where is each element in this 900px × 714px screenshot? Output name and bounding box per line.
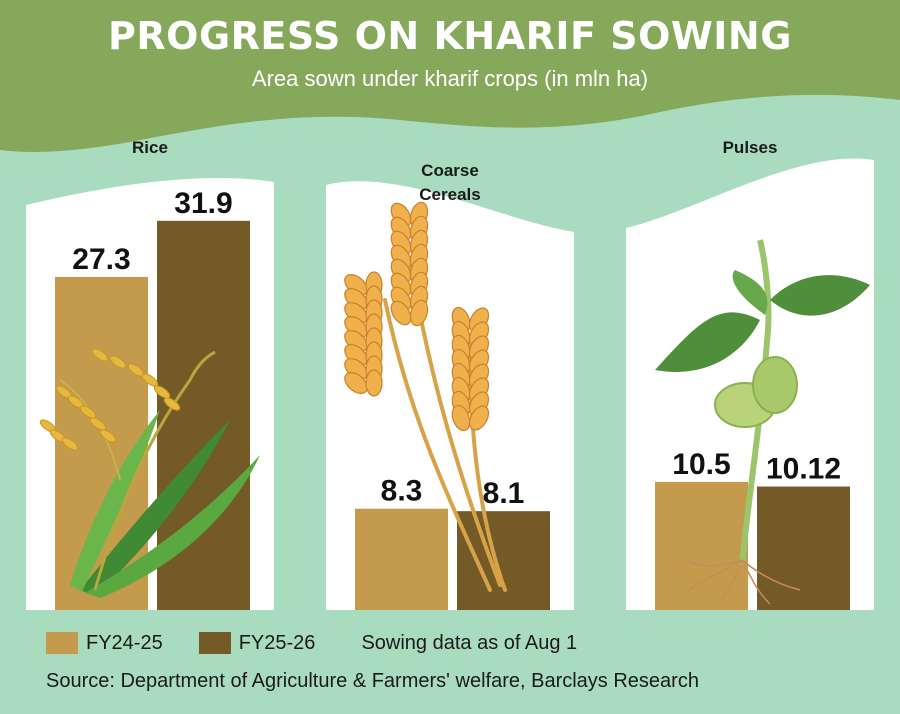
rice-grain <box>99 429 117 443</box>
bar-pulses-fy25-26 <box>757 486 850 610</box>
value-label-rice-fy24-25: 27.3 <box>72 243 130 276</box>
value-label-coarse-cereals-fy24-25: 8.3 <box>381 475 423 508</box>
wheat-kernel <box>344 372 368 394</box>
seedling-leaf <box>655 312 760 372</box>
source-note: Source: Department of Agriculture & Farm… <box>46 670 699 692</box>
bar-pulses-fy24-25 <box>655 481 748 610</box>
wheat-kernel <box>451 404 471 432</box>
wheat-stem <box>383 298 492 592</box>
value-label-pulses-fy24-25: 10.5 <box>672 448 730 481</box>
data-date-note: Sowing data as of Aug 1 <box>361 631 578 654</box>
seedling-root <box>741 559 771 605</box>
wheat-icon <box>344 201 507 592</box>
wheat-kernel <box>409 299 429 327</box>
seedling-root <box>684 559 743 567</box>
rice-leaf <box>70 410 160 592</box>
title-banner <box>0 0 900 152</box>
panel-title-pulses: Pulses <box>723 138 778 157</box>
seedling-leaf <box>770 275 870 316</box>
rice-grain <box>109 355 127 369</box>
rice-plant-icon <box>39 348 260 598</box>
seedling-leaf <box>732 270 768 315</box>
panel-title-coarse-cereals-line-1: Coarse <box>421 161 479 180</box>
seedling-cotyledon <box>752 356 798 414</box>
legend-label-fy24-25: FY24-25 <box>86 631 163 654</box>
rice-leaf <box>80 420 230 596</box>
wheat-kernel <box>468 405 490 431</box>
rice-leaf <box>85 455 260 598</box>
panel-background-coarse-cereals <box>326 181 574 610</box>
rice-grain <box>79 405 97 419</box>
rice-stem <box>93 350 216 591</box>
legend-swatch-fy24-25 <box>46 632 78 654</box>
legend: FY24-25 FY25-26 Sowing data as of Aug 1 <box>46 628 577 658</box>
panel-title-coarse-cereals-line-2: Cereals <box>419 185 480 204</box>
wheat-kernel <box>390 300 412 326</box>
value-label-coarse-cereals-fy25-26: 8.1 <box>483 477 525 510</box>
legend-swatch-fy25-26 <box>198 632 231 654</box>
rice-grain <box>91 348 109 362</box>
seedling-root <box>689 559 743 591</box>
seedling-icon <box>655 239 870 605</box>
legend-label-fy25-26: FY25-26 <box>238 631 316 654</box>
seedling-root <box>721 559 743 601</box>
rice-grain <box>153 385 171 399</box>
chart-title: PROGRESS ON KHARIF SOWING <box>108 14 792 58</box>
chart-subtitle: Area sown under kharif crops (in mln ha) <box>251 66 649 91</box>
rice-grain <box>163 397 181 411</box>
rice-grain <box>61 437 79 451</box>
bar-coarse-cereals-fy24-25 <box>355 508 448 610</box>
value-label-rice-fy25-26: 31.9 <box>174 187 232 220</box>
rice-grain <box>89 417 107 431</box>
seedling-root <box>741 559 801 591</box>
wheat-kernel <box>365 369 383 397</box>
rice-grain <box>141 373 159 387</box>
bar-coarse-cereals-fy25-26 <box>457 511 550 610</box>
panel-title-rice: Rice <box>132 138 168 157</box>
value-label-pulses-fy25-26: 10.12 <box>766 453 841 486</box>
